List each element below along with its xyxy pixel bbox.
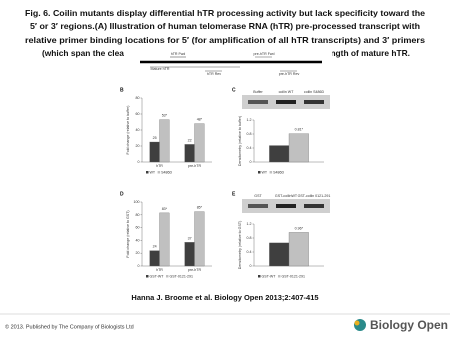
gel-label: GST — [254, 194, 262, 198]
x-tick-label: pre-hTR — [188, 164, 202, 168]
gel-band — [304, 100, 324, 104]
bar — [184, 242, 195, 267]
y-tick-label: 1.2 — [247, 118, 252, 122]
y-tick-label: 60 — [136, 226, 140, 230]
bar — [149, 250, 160, 267]
bar — [269, 242, 290, 267]
value-label: 22 — [188, 138, 192, 142]
y-tick-label: 0.4 — [247, 146, 252, 150]
legend-label: S486D — [273, 170, 284, 174]
y-axis-label: Fold change (relative to buffer) — [126, 106, 130, 155]
panel-label: E — [232, 191, 236, 197]
y-tick-label: 0.8 — [247, 132, 252, 136]
value-label: 24 — [153, 245, 157, 249]
x-tick-label: hTR — [156, 164, 163, 168]
gel-band — [304, 204, 324, 208]
legend-label: GST-WT — [150, 274, 165, 278]
x-tick-label: hTR — [156, 268, 163, 272]
citation: Hanna J. Broome et al. Biology Open 2013… — [131, 293, 318, 302]
title-line: relative primer binding locations for 5′… — [25, 35, 425, 45]
title-fragment: (which span the cleav — [42, 48, 129, 58]
gel-band — [276, 204, 296, 208]
value-label: 37 — [188, 236, 192, 240]
legend-swatch — [146, 275, 149, 278]
gel-band — [248, 204, 268, 208]
value-label: 0.81* — [295, 128, 304, 132]
primer-label: pre-hTR Rev — [279, 72, 300, 76]
panel-label: B — [120, 87, 124, 93]
bar — [159, 212, 170, 267]
legend-swatch — [258, 171, 261, 174]
legend-label: GST-0121-291 — [169, 274, 193, 278]
legend-label: WT — [150, 170, 156, 174]
y-tick-label: 60 — [136, 112, 140, 116]
bar — [159, 119, 170, 163]
gel-label: GST-coilin 0121-291 — [298, 194, 331, 198]
logo-text: Biology Open — [370, 318, 448, 332]
legend-swatch — [277, 275, 281, 278]
y-tick-label: 0 — [138, 160, 140, 164]
title-line: Fig. 6. Coilin mutants display different… — [25, 8, 425, 18]
bar — [269, 145, 290, 163]
bar — [149, 141, 160, 163]
logo: Biology Open — [354, 318, 448, 332]
y-tick-label: 1.2 — [247, 222, 252, 226]
bar — [288, 232, 309, 267]
y-tick-label: 100 — [134, 200, 140, 204]
legend-swatch — [157, 171, 161, 174]
primer-label: hTR Rev — [207, 72, 221, 76]
gel-label: GST-coilinWT — [275, 194, 298, 198]
legend-swatch — [165, 275, 169, 278]
y-tick-label: 80 — [136, 213, 140, 217]
y-tick-label: 80 — [136, 96, 140, 100]
bar — [194, 211, 205, 267]
y-tick-label: 0 — [250, 160, 252, 164]
y-tick-label: 40 — [136, 238, 140, 242]
gel-label: coilin WT — [279, 90, 295, 94]
bar — [194, 123, 205, 163]
primer-label: hTR Fwd — [171, 52, 186, 56]
bar — [184, 144, 195, 163]
y-axis-label: Densitometry (relative to buffer) — [238, 116, 242, 166]
value-label: 85* — [197, 206, 203, 210]
y-tick-label: 0.4 — [247, 250, 252, 254]
title-line: 5′ or 3′ regions.(A) Illustration of hum… — [30, 21, 420, 31]
y-tick-label: 0 — [138, 264, 140, 268]
value-label: 53* — [162, 114, 168, 118]
gel-label: coilin S486D — [304, 90, 325, 94]
panel-a: hTR Fwd pre-hTR Fwd Mature hTR hTR Rev p… — [124, 48, 332, 76]
legend-label: WT — [262, 170, 268, 174]
y-axis-label: Densitometry (relative to GST) — [238, 221, 242, 270]
gel-band — [276, 100, 296, 104]
x-tick-label: pre-hTR — [188, 268, 202, 272]
gel-band — [248, 100, 268, 104]
y-tick-label: 20 — [136, 251, 140, 255]
region-label: Mature hTR — [151, 67, 170, 71]
primer-label: pre-hTR Fwd — [254, 52, 275, 56]
y-tick-label: 0 — [250, 264, 252, 268]
legend-swatch — [146, 171, 149, 174]
value-label: 0.96* — [295, 226, 304, 230]
logo-icon — [354, 320, 360, 326]
y-tick-label: 40 — [136, 128, 140, 132]
copyright: © 2013. Published by The Company of Biol… — [5, 323, 134, 330]
y-axis-label: Fold change (relative to GST) — [126, 210, 130, 257]
value-label: 83* — [162, 207, 168, 211]
bar — [288, 133, 309, 163]
y-tick-label: 20 — [136, 144, 140, 148]
legend-label: GST-WT — [262, 274, 277, 278]
legend-label: GST-0121-291 — [281, 274, 305, 278]
title-fragment: length of mature hTR. — [323, 48, 410, 58]
gel-label: Buffer — [253, 90, 263, 94]
legend-swatch — [258, 275, 261, 278]
legend-label: S486D — [161, 170, 172, 174]
panel-label: D — [120, 191, 124, 197]
value-label: 48* — [197, 118, 203, 122]
value-label: 25 — [153, 136, 157, 140]
legend-swatch — [269, 171, 273, 174]
panel-label: C — [232, 87, 236, 93]
y-tick-label: 0.8 — [247, 236, 252, 240]
